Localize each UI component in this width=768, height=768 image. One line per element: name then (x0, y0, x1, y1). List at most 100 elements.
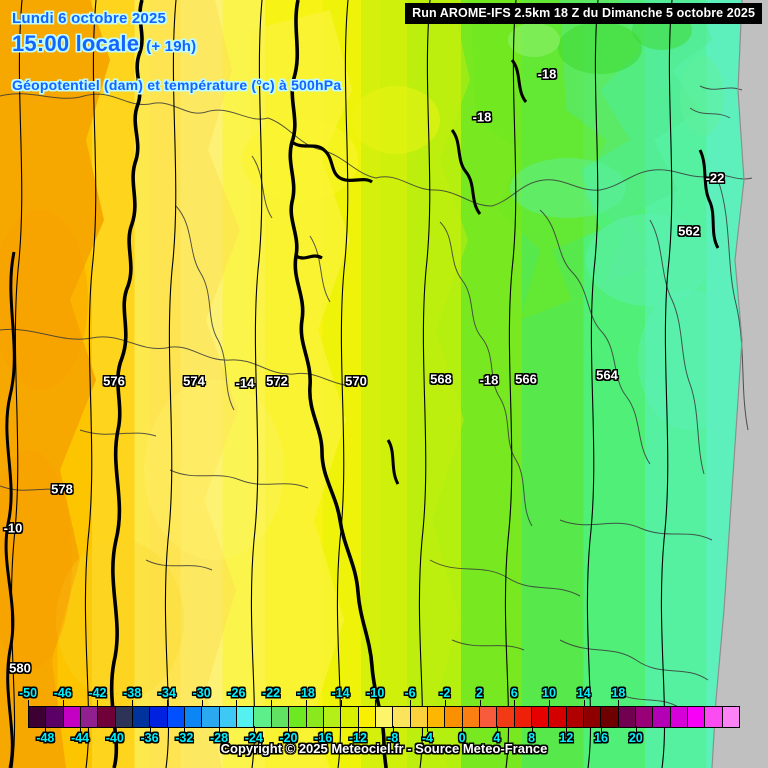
color-scale-tick-mark (149, 726, 151, 732)
color-scale-tick-label: -30 (192, 686, 211, 700)
color-scale-tick-label: 6 (510, 686, 518, 700)
color-scale-tick-label: -4 (421, 731, 433, 745)
geopotential-value-label: 562 (678, 223, 700, 239)
forecast-time-value: 15:00 locale (12, 31, 140, 56)
color-scale-tick-mark (271, 700, 273, 706)
color-scale-tick-mark (566, 726, 568, 732)
geopotential-contours (10, 0, 673, 768)
color-scale-tick-mark (97, 700, 99, 706)
color-scale-tick-mark (601, 726, 603, 732)
color-scale-tick-mark (28, 700, 29, 706)
color-scale-tick-label: 2 (476, 686, 483, 700)
color-scale-swatch (670, 707, 689, 727)
color-scale-tick-label: -26 (227, 686, 246, 700)
color-scale-swatch (341, 707, 359, 727)
color-scale-swatch (237, 707, 255, 727)
color-scale-swatch (358, 707, 376, 727)
geopotential-value-label: 576 (103, 373, 125, 389)
color-scale-tick-label: 20 (628, 731, 643, 745)
color-scale-tick-mark (410, 700, 412, 706)
color-scale-tick-label: -38 (123, 686, 142, 700)
color-scale-tick-mark (45, 726, 47, 732)
color-scale-tick-label: 0 (458, 731, 466, 745)
color-scale-tick-mark (166, 700, 168, 706)
color-scale-swatch (202, 707, 220, 727)
color-scale-tick-label: -24 (244, 731, 263, 745)
forecast-date: Lundi 6 octobre 2025 (12, 10, 167, 27)
geopotential-value-label: 564 (596, 367, 618, 383)
color-scale-tick-label: -14 (331, 686, 350, 700)
color-scale[interactable] (0, 700, 768, 732)
color-scale-swatch (722, 707, 740, 727)
color-scale-tick-label: 18 (611, 686, 626, 700)
color-scale-tick-mark (462, 726, 464, 732)
color-scale-tick-label: -32 (175, 731, 194, 745)
temperature-contours (4, 0, 720, 768)
color-scale-swatch (150, 707, 168, 727)
color-scale-tick-label: 8 (528, 731, 536, 745)
temperature-value-label: -14 (235, 375, 255, 391)
color-scale-tick-mark (635, 726, 637, 732)
color-scale-swatch (306, 707, 324, 727)
color-scale-tick-label: 4 (493, 731, 501, 745)
color-scale-swatch (289, 707, 307, 727)
color-scale-tick-mark (375, 700, 377, 706)
color-scale-tick-mark (514, 700, 516, 706)
color-scale-tick-label: 12 (559, 731, 574, 745)
geopotential-value-label: 578 (51, 481, 73, 497)
color-scale-swatch (584, 707, 602, 727)
color-scale-swatch (479, 707, 498, 727)
color-scale-swatch (254, 707, 272, 727)
color-scale-swatch (410, 707, 428, 727)
color-scale-tick-label: -36 (140, 731, 159, 745)
color-scale-tick-label: -40 (105, 731, 124, 745)
color-scale-tick-label: -48 (36, 731, 55, 745)
color-scale-tick-label: -8 (387, 731, 399, 745)
color-scale-tick-mark (479, 700, 481, 706)
color-scale-swatch (63, 707, 82, 727)
color-scale-swatch (115, 707, 134, 727)
color-scale-tick-label: -18 (296, 686, 315, 700)
color-scale-tick-mark (236, 700, 238, 706)
temperature-value-label: -10 (3, 520, 23, 536)
color-scale-tick-mark (548, 700, 550, 706)
color-scale-tick-label: 16 (594, 731, 609, 745)
color-scale-tick-mark (288, 726, 290, 732)
color-scale-swatch (375, 707, 394, 727)
color-scale-tick-label: -34 (157, 686, 176, 700)
temperature-value-label: -22 (705, 170, 725, 186)
color-scale-swatch (462, 707, 480, 727)
color-scale-swatch (46, 707, 64, 727)
color-scale-swatch (601, 707, 619, 727)
color-scale-swatch (323, 707, 342, 727)
geopotential-value-label: 572 (266, 373, 288, 389)
color-scale-tick-label: -16 (314, 731, 333, 745)
color-scale-swatch (549, 707, 567, 727)
color-scale-swatch (705, 707, 723, 727)
color-scale-tick-mark (323, 726, 325, 732)
color-scale-swatch (133, 707, 151, 727)
color-scale-swatch (219, 707, 238, 727)
geopotential-value-label: 566 (515, 371, 537, 387)
color-scale-tick-mark (392, 726, 394, 732)
parameter-label: Géopotentiel (dam) et température (°c) à… (12, 77, 342, 93)
color-scale-tick-label: -46 (53, 686, 72, 700)
color-scale-tick-label: -28 (209, 731, 229, 745)
geopotential-value-label: 570 (345, 373, 367, 389)
color-scale-tick-mark (201, 700, 203, 706)
color-scale-tick-label: -50 (18, 686, 38, 700)
temperature-value-label: -18 (479, 372, 499, 388)
color-scale-tick-label: -10 (366, 686, 385, 700)
color-scale-tick-label: -42 (88, 686, 107, 700)
color-scale-tick-label: -44 (71, 731, 90, 745)
color-scale-swatch (98, 707, 116, 727)
color-scale-swatches[interactable] (28, 706, 740, 728)
color-scale-tick-mark (618, 700, 620, 706)
copyright-notice: Copyright © 2025 Meteociel.fr - Source M… (220, 741, 548, 756)
color-scale-swatch (81, 707, 99, 727)
color-scale-tick-label: -6 (404, 686, 416, 700)
color-scale-tick-label: -12 (348, 731, 367, 745)
geopotential-value-label: 574 (183, 373, 205, 389)
